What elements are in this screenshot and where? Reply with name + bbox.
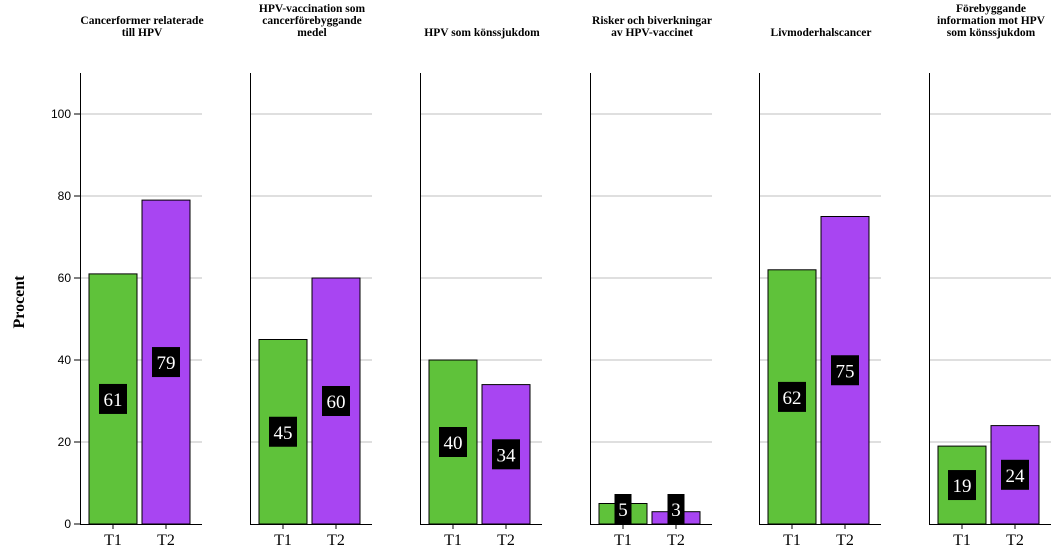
panel-title-line: HPV som könssjukdom [424, 27, 540, 39]
x-tick-label: T1 [274, 532, 292, 548]
data-label-box [948, 470, 976, 501]
panel-title-line: Risker och biverkningar [592, 15, 712, 27]
panel-title-line: av HPV-vaccinet [611, 27, 693, 39]
panel-title-line: HPV-vaccination som [259, 3, 366, 15]
x-tick-label: T2 [1006, 532, 1024, 548]
data-label-box [831, 355, 859, 386]
data-label-box [152, 347, 180, 378]
data-label: 19 [953, 476, 972, 497]
panel-title-line: Förebyggande [956, 3, 1026, 15]
data-label-box [492, 439, 520, 470]
x-tick-label: T1 [614, 532, 632, 548]
data-label: 45 [274, 423, 293, 444]
panel-title-line: som könssjukdom [947, 27, 1036, 39]
x-tick-label: T1 [783, 532, 801, 548]
data-label: 24 [1006, 466, 1026, 487]
data-label-box [439, 427, 467, 457]
data-label-box [778, 381, 806, 412]
y-tick-label: 60 [58, 271, 72, 285]
data-label-box [322, 386, 350, 416]
data-label: 62 [783, 388, 802, 409]
y-tick-label: 0 [64, 517, 71, 531]
data-label-box [269, 416, 297, 447]
data-label: 3 [671, 500, 681, 521]
x-tick-label: T2 [836, 532, 854, 548]
panel-title-line: Cancerformer relaterade [80, 15, 203, 27]
panel: Livmoderhalscancer 62 T1 75 T2 [759, 27, 881, 548]
data-label: 60 [327, 392, 346, 413]
x-tick-label: T2 [157, 532, 175, 548]
panel-title-line: till HPV [122, 27, 163, 39]
y-tick-label: 80 [58, 189, 72, 203]
data-label: 34 [497, 445, 517, 466]
x-tick-label: T2 [497, 532, 515, 548]
data-label-box [667, 494, 685, 524]
x-tick-label: T1 [444, 532, 462, 548]
panel-title-line: cancerförebyggande [262, 15, 361, 27]
data-label-box [1001, 459, 1029, 490]
panel: HPV-vaccination somcancerförebyggandemed… [250, 3, 372, 548]
y-tick-label: 40 [58, 353, 72, 367]
y-tick-label: 20 [58, 435, 72, 449]
y-axis-title: Procent [11, 275, 28, 329]
x-tick-label: T2 [327, 532, 345, 548]
chart-panels: 0 20 40 60 80 100 Cancerformer relateradetill … [51, 3, 1051, 548]
data-label: 79 [157, 353, 176, 374]
panel-title-line: Livmoderhalscancer [771, 27, 872, 39]
panel-title-line: information mot HPV [937, 15, 1046, 27]
x-tick-label: T2 [667, 532, 685, 548]
data-label: 75 [836, 361, 855, 382]
panel: HPV som könssjukdom 40 T1 34 T2 [420, 27, 542, 548]
panel-title-line: medel [297, 27, 326, 39]
data-label: 5 [618, 500, 628, 521]
data-label-box [614, 494, 632, 524]
data-label: 61 [104, 390, 123, 411]
data-label-box [99, 383, 127, 414]
x-tick-label: T1 [953, 532, 971, 548]
x-tick-label: T1 [104, 532, 122, 548]
data-label: 40 [444, 433, 463, 454]
y-tick-label: 100 [51, 107, 71, 121]
